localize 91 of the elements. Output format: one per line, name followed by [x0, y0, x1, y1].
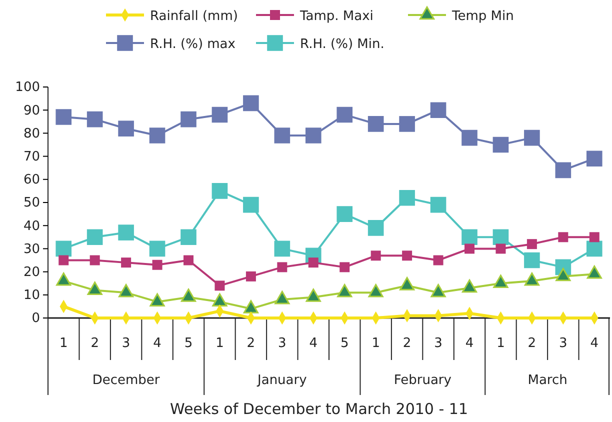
point: [121, 258, 132, 268]
point: [118, 224, 134, 240]
x-tick-label: 2: [246, 336, 256, 351]
x-tick-label: 2: [90, 336, 99, 351]
point: [462, 229, 478, 246]
point: [149, 128, 166, 144]
point: [399, 190, 415, 206]
legend-label: R.H. (%) max: [150, 37, 236, 52]
y-tick-label: 30: [23, 242, 40, 257]
point: [180, 111, 196, 128]
legend-label: Temp Min: [451, 9, 514, 24]
point: [368, 220, 384, 236]
x-tick-label: 1: [372, 336, 380, 351]
point: [462, 130, 478, 146]
point: [399, 116, 415, 132]
point: [402, 250, 412, 261]
point: [555, 162, 572, 178]
x-tick-label: 1: [59, 336, 68, 351]
legend-label: Tamp. Maxi: [299, 9, 374, 24]
point: [58, 255, 69, 266]
legend-label: Rainfall (mm): [150, 9, 238, 24]
y-tick-label: 0: [32, 311, 40, 326]
y-tick-label: 40: [23, 218, 40, 234]
text: March: [528, 373, 568, 388]
point: [586, 240, 602, 257]
point: [243, 95, 259, 112]
x-tick-label: 3: [278, 336, 286, 351]
point: [214, 280, 225, 291]
point: [152, 260, 162, 270]
point: [277, 262, 288, 272]
x-tick-label: 4: [153, 336, 162, 351]
y-tick-label: 60: [23, 172, 40, 188]
point: [86, 111, 103, 128]
x-tick-label: 3: [559, 336, 568, 351]
x-tick-label: 1: [496, 336, 505, 351]
point: [492, 229, 509, 246]
x-tick-label: 4: [465, 336, 474, 351]
text: February: [394, 373, 452, 388]
point: [56, 109, 72, 125]
legend-label: R.H. (%) Min.: [300, 37, 384, 52]
point: [430, 196, 446, 213]
point: [340, 262, 350, 272]
point: [496, 244, 506, 254]
y-tick-label: 20: [23, 264, 40, 280]
point: [184, 255, 194, 266]
point: [336, 106, 353, 123]
x-tick-label: 3: [122, 336, 130, 351]
point: [118, 120, 134, 136]
point: [180, 229, 196, 246]
point: [524, 130, 540, 146]
point: [558, 232, 568, 242]
x-tick-label: 5: [340, 336, 349, 351]
point: [464, 244, 474, 254]
point: [305, 128, 322, 144]
x-tick-label: 2: [528, 336, 536, 351]
y-tick-label: 10: [23, 288, 40, 304]
x-tick-label: 3: [434, 336, 442, 351]
y-tick-label: 100: [15, 80, 40, 96]
point: [274, 240, 290, 257]
x-axis-title: Weeks of December to March 2010 - 11: [170, 400, 468, 418]
point: [524, 252, 540, 268]
point: [246, 271, 256, 282]
y-tick-label: 50: [23, 196, 40, 211]
y-tick-label: 70: [23, 149, 40, 164]
y-tick-label: 80: [23, 126, 40, 142]
point: [433, 255, 444, 266]
point: [149, 240, 166, 257]
point: [492, 136, 509, 153]
point: [90, 255, 100, 266]
point: [586, 150, 602, 167]
point: [274, 128, 290, 144]
point: [370, 250, 381, 261]
x-tick-label: 2: [402, 336, 412, 351]
point: [589, 232, 600, 242]
point: [86, 229, 103, 246]
point: [308, 258, 318, 268]
x-tick-label: 1: [216, 336, 224, 351]
point: [212, 183, 228, 199]
point: [56, 240, 72, 257]
point: [243, 196, 259, 213]
y-tick-label: 90: [23, 103, 40, 118]
text: December: [92, 373, 160, 388]
text: January: [256, 373, 308, 388]
point: [368, 116, 384, 132]
x-tick-label: 4: [309, 336, 318, 351]
point: [430, 102, 446, 118]
x-tick-label: 4: [590, 336, 599, 351]
x-tick-label: 5: [184, 336, 193, 351]
point: [212, 106, 228, 123]
point: [526, 239, 537, 250]
point: [336, 206, 353, 222]
